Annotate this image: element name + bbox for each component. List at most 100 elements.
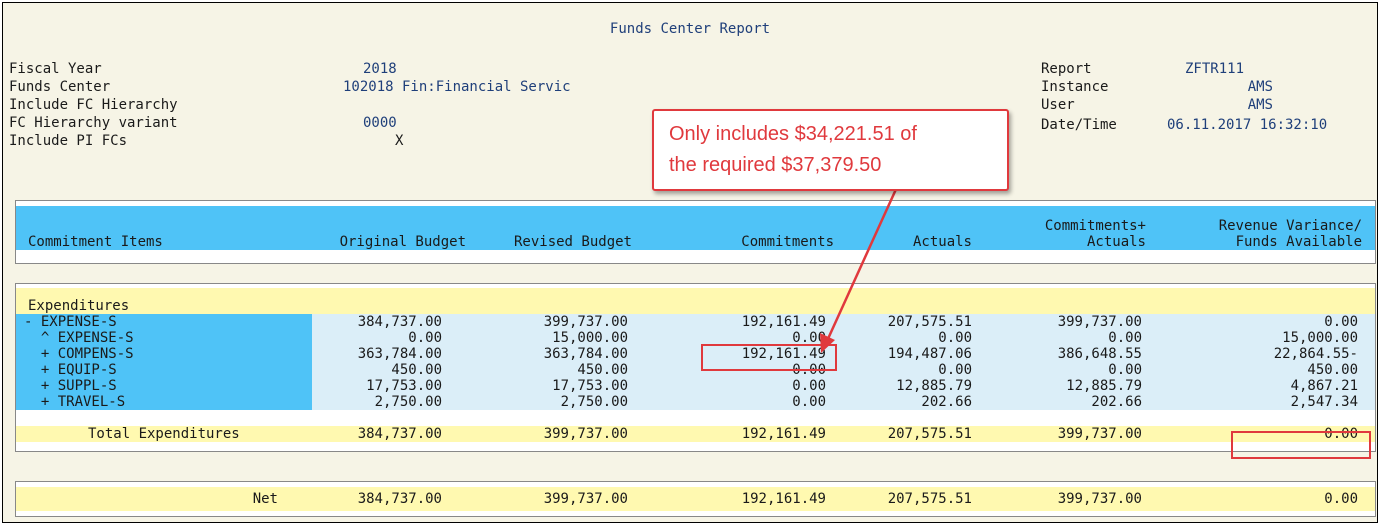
total-rev: 399,737.00 bbox=[543, 426, 628, 442]
param-value-include-pi-fcs: X bbox=[395, 133, 404, 149]
net-rev: 399,737.00 bbox=[543, 491, 628, 507]
col-header-revised-budget: Revised Budget bbox=[513, 234, 632, 250]
row-cell-ca: 202.66 bbox=[1091, 394, 1142, 410]
net-row: Net 384,737.00 399,737.00 192,161.49 207… bbox=[16, 487, 1375, 511]
row-cell-commit: 192,161.49 bbox=[741, 314, 826, 330]
row-cell-commit: 0.00 bbox=[792, 330, 826, 346]
row-cell-actual: 202.66 bbox=[921, 394, 972, 410]
net-orig: 384,737.00 bbox=[357, 491, 442, 507]
net-label: Net bbox=[252, 491, 278, 507]
row-cell-orig: 17,753.00 bbox=[366, 378, 442, 394]
row-cell-fa: 15,000.00 bbox=[1282, 330, 1358, 346]
param-label-include-pi-fcs: Include PI FCs bbox=[9, 133, 128, 149]
total-ca: 399,737.00 bbox=[1057, 426, 1142, 442]
section-label: Expenditures bbox=[28, 298, 130, 314]
row-cell-actual: 0.00 bbox=[938, 362, 972, 378]
row-cell-rev: 2,750.00 bbox=[560, 394, 628, 410]
callout-arrow bbox=[820, 186, 899, 353]
row-cell-fa: 450.00 bbox=[1307, 362, 1358, 378]
row-cell-ca: 386,648.55 bbox=[1057, 346, 1142, 362]
total-label: Total Expenditures bbox=[88, 426, 240, 442]
col-header-commitments-plus: Commitments+ bbox=[1044, 218, 1146, 234]
col-header-commitments: Commitments bbox=[741, 234, 834, 250]
table-row: - EXPENSE-S 384,737.00 399,737.00 192,161.4… bbox=[16, 314, 1375, 330]
row-item-label[interactable]: + SUPPL-S bbox=[16, 378, 312, 394]
param-label-fc-hierarchy-variant: FC Hierarchy variant bbox=[9, 115, 178, 131]
row-cell-fa: 0.00 bbox=[1324, 314, 1358, 330]
row-cell-rev: 15,000.00 bbox=[552, 330, 628, 346]
row-cell-actual: 207,575.51 bbox=[887, 314, 972, 330]
report-window: Funds Center Report Fiscal Year Funds Ce… bbox=[2, 2, 1378, 523]
info-label-user: User bbox=[1041, 97, 1075, 113]
row-cell-orig: 450.00 bbox=[391, 362, 442, 378]
row-cell-fa: 2,547.34 bbox=[1290, 394, 1358, 410]
row-cell-commit: 0.00 bbox=[792, 378, 826, 394]
info-label-datetime: Date/Time bbox=[1041, 117, 1117, 133]
param-label-funds-center: Funds Center bbox=[9, 79, 111, 95]
report-title: Funds Center Report bbox=[609, 21, 771, 37]
net-actual: 207,575.51 bbox=[887, 491, 972, 507]
col-header-actuals: Actuals bbox=[912, 234, 972, 250]
row-cell-actual: 12,885.79 bbox=[896, 378, 972, 394]
header-row: Commitment Items Original Budget Revised… bbox=[16, 234, 1375, 250]
row-cell-ca: 12,885.79 bbox=[1066, 378, 1142, 394]
col-header-ca-actuals: Actuals bbox=[1086, 234, 1146, 250]
param-value-funds-center: 102018 Fin:Financial Servic bbox=[343, 79, 571, 95]
total-fa: 0.00 bbox=[1324, 426, 1358, 442]
row-cell-rev: 17,753.00 bbox=[552, 378, 628, 394]
info-value-report: ZFTR111 bbox=[1185, 61, 1245, 77]
highlight-compens-commitments bbox=[701, 344, 837, 371]
row-item-label[interactable]: + COMPENS-S bbox=[16, 346, 312, 362]
param-label-fiscal-year: Fiscal Year bbox=[9, 61, 102, 77]
table-row: + COMPENS-S 363,784.00 363,784.00 192,161.4… bbox=[16, 346, 1375, 362]
row-cell-rev: 450.00 bbox=[577, 362, 628, 378]
info-value-instance: AMS bbox=[1247, 79, 1273, 95]
row-cell-orig: 384,737.00 bbox=[357, 314, 442, 330]
total-actual: 207,575.51 bbox=[887, 426, 972, 442]
net-panel: Net 384,737.00 399,737.00 192,161.49 207… bbox=[15, 481, 1376, 517]
row-cell-actual: 0.00 bbox=[938, 330, 972, 346]
row-cell-rev: 399,737.00 bbox=[543, 314, 628, 330]
table-row: + SUPPL-S 17,753.00 17,753.00 0.00 12,885.79… bbox=[16, 378, 1375, 394]
header-strip bbox=[16, 206, 1375, 218]
param-label-include-fc-hierarchy: Include FC Hierarchy bbox=[9, 97, 178, 113]
row-item-label[interactable]: + EQUIP-S bbox=[16, 362, 312, 378]
net-ca: 399,737.00 bbox=[1057, 491, 1142, 507]
header-row-top: Commitments+ Revenue Variance/ bbox=[16, 218, 1375, 234]
total-orig: 384,737.00 bbox=[357, 426, 442, 442]
row-item-label[interactable]: - EXPENSE-S bbox=[16, 314, 312, 330]
total-commit: 192,161.49 bbox=[741, 426, 826, 442]
info-value-user: AMS bbox=[1247, 97, 1273, 113]
row-item-label[interactable]: + TRAVEL-S bbox=[16, 394, 312, 410]
row-cell-orig: 0.00 bbox=[408, 330, 442, 346]
callout-line-2: the required $37,379.50 bbox=[669, 154, 882, 176]
info-label-report: Report bbox=[1041, 61, 1092, 77]
row-cell-commit: 192,161.49 bbox=[741, 346, 826, 362]
callout-line-1: Only includes $34,221.51 of bbox=[669, 123, 917, 145]
param-value-fc-hierarchy-variant: 0000 bbox=[363, 115, 397, 131]
col-header-revenue-variance: Revenue Variance/ bbox=[1218, 218, 1362, 234]
row-cell-commit: 0.00 bbox=[792, 394, 826, 410]
net-commit: 192,161.49 bbox=[741, 491, 826, 507]
section-spacer bbox=[16, 288, 1375, 300]
row-cell-fa: 4,867.21 bbox=[1290, 378, 1358, 394]
table-header-panel: Commitments+ Revenue Variance/ Commitmen… bbox=[15, 200, 1376, 264]
table-row: ^ EXPENSE-S 0.00 15,000.00 0.00 0.00 0.00 15,0… bbox=[16, 330, 1375, 346]
row-cell-rev: 363,784.00 bbox=[543, 346, 628, 362]
row-item-label[interactable]: ^ EXPENSE-S bbox=[16, 330, 312, 346]
param-value-fiscal-year: 2018 bbox=[363, 61, 397, 77]
info-label-instance: Instance bbox=[1041, 79, 1109, 95]
row-cell-orig: 363,784.00 bbox=[357, 346, 442, 362]
row-cell-ca: 0.00 bbox=[1108, 362, 1142, 378]
highlight-total-funds-available bbox=[1231, 431, 1371, 459]
total-row: Total Expenditures 384,737.00 399,737.00… bbox=[16, 426, 1375, 442]
row-cell-fa: 22,864.55- bbox=[1273, 346, 1358, 362]
col-header-funds-available: Funds Available bbox=[1235, 234, 1362, 250]
net-fa: 0.00 bbox=[1324, 491, 1358, 507]
info-value-datetime: 06.11.2017 16:32:10 bbox=[1167, 117, 1328, 133]
row-cell-ca: 399,737.00 bbox=[1057, 314, 1142, 330]
col-header-commitment-items: Commitment Items bbox=[28, 234, 163, 250]
row-cell-ca: 0.00 bbox=[1108, 330, 1142, 346]
section-row-expenditures: Expenditures bbox=[16, 298, 1375, 314]
table-row: + EQUIP-S 450.00 450.00 0.00 0.00 0.00 450.00 bbox=[16, 362, 1375, 378]
